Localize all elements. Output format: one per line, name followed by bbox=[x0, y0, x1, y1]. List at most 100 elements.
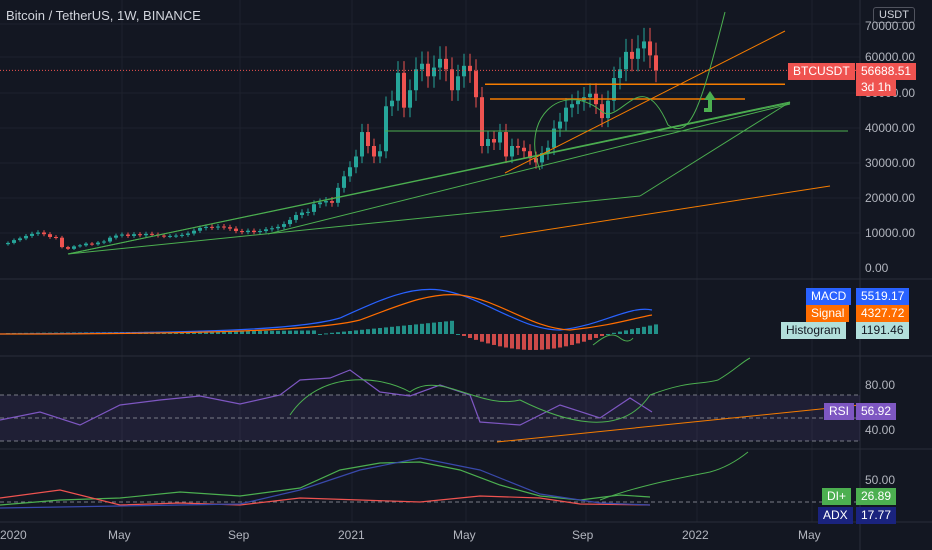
histogram-label: Histogram bbox=[781, 322, 846, 339]
price-tick: 40000.00 bbox=[865, 121, 916, 135]
dmi-tick: 50.00 bbox=[865, 473, 896, 487]
candle-body bbox=[450, 69, 454, 91]
candle-body bbox=[624, 51, 628, 70]
macd-histogram-bar bbox=[282, 330, 286, 334]
candle-body bbox=[114, 235, 118, 238]
macd-histogram-bar bbox=[336, 332, 340, 334]
macd-histogram-bar bbox=[642, 326, 646, 334]
candle-body bbox=[360, 132, 364, 157]
trend-line bbox=[499, 185, 831, 238]
macd-histogram-bar bbox=[600, 334, 604, 337]
countdown-tag: 3d 1h bbox=[856, 79, 897, 96]
price-tick: 30000.00 bbox=[865, 156, 916, 170]
candle-body bbox=[216, 226, 220, 228]
rsi-tick: 40.00 bbox=[865, 423, 896, 437]
price-tick: 20000.00 bbox=[865, 191, 916, 205]
rsi-label: RSI bbox=[824, 403, 855, 420]
di-minus-line bbox=[0, 489, 651, 506]
macd-histogram-bar bbox=[630, 329, 634, 334]
candle-body bbox=[174, 235, 178, 237]
macd-histogram-bar bbox=[558, 334, 562, 348]
projection-curve bbox=[534, 11, 726, 171]
price-symbol-tag: BTCUSDT bbox=[788, 63, 855, 80]
macd-histogram-bar bbox=[456, 334, 460, 335]
candle-body bbox=[462, 65, 466, 77]
candle-body bbox=[54, 236, 58, 238]
macd-histogram-bar bbox=[648, 325, 652, 334]
candle-body bbox=[108, 237, 112, 242]
macd-histogram-bar bbox=[372, 328, 376, 334]
macd-histogram-bar bbox=[252, 330, 256, 334]
candlestick-series bbox=[0, 27, 860, 250]
candle-body bbox=[630, 51, 634, 59]
macd-histogram-bar bbox=[276, 330, 280, 334]
time-tick: May bbox=[453, 528, 476, 542]
candle-body bbox=[426, 63, 430, 77]
macd-histogram-bar bbox=[636, 328, 640, 334]
candle-body bbox=[528, 151, 532, 159]
candle-body bbox=[546, 147, 550, 153]
macd-histogram-bar bbox=[504, 334, 508, 348]
rsi-drawing bbox=[289, 357, 751, 423]
candle-body bbox=[510, 146, 514, 157]
candle-body bbox=[438, 58, 442, 68]
candle-body bbox=[486, 139, 490, 146]
candle-body bbox=[420, 63, 424, 70]
candle-body bbox=[102, 241, 106, 243]
trend-line bbox=[67, 102, 791, 255]
macd-histogram-bar bbox=[240, 331, 244, 334]
candle-body bbox=[270, 228, 274, 230]
macd-histogram-bar bbox=[342, 331, 346, 334]
macd-histogram-bar bbox=[654, 324, 658, 334]
candle-body bbox=[348, 167, 352, 177]
macd-histogram-bar bbox=[468, 334, 472, 338]
candle-body bbox=[522, 147, 526, 152]
candle-body bbox=[372, 146, 376, 157]
macd-histogram-bar bbox=[528, 334, 532, 350]
candle-body bbox=[306, 211, 310, 213]
candle-body bbox=[240, 231, 244, 233]
di-plus-line bbox=[0, 461, 651, 506]
trend-line bbox=[639, 101, 791, 197]
macd-histogram-bar bbox=[228, 331, 232, 334]
macd-pane bbox=[0, 288, 658, 350]
macd-histogram-bar bbox=[414, 324, 418, 334]
macd-histogram-bar bbox=[396, 326, 400, 334]
macd-histogram-bar bbox=[378, 328, 382, 334]
macd-histogram-bar bbox=[582, 334, 586, 342]
macd-histogram-bar bbox=[270, 330, 274, 334]
candle-body bbox=[588, 93, 592, 98]
macd-histogram-bar bbox=[402, 325, 406, 334]
rsi-tick: 80.00 bbox=[865, 378, 896, 392]
trend-line bbox=[504, 30, 786, 174]
macd-histogram-bar bbox=[390, 326, 394, 334]
candle-body bbox=[318, 202, 322, 205]
adx-value: 17.77 bbox=[856, 507, 897, 524]
signal-label: Signal bbox=[806, 305, 850, 322]
macd-histogram-bar bbox=[426, 323, 430, 334]
candle-body bbox=[432, 67, 436, 77]
macd-histogram-bar bbox=[324, 333, 328, 335]
candle-body bbox=[618, 69, 622, 79]
macd-histogram-bar bbox=[474, 334, 478, 340]
time-tick: 2022 bbox=[682, 528, 709, 542]
time-tick: 2021 bbox=[338, 528, 365, 542]
macd-histogram-bar bbox=[330, 332, 334, 334]
candle-body bbox=[534, 158, 538, 163]
macd-histogram-bar bbox=[510, 334, 514, 349]
candle-body bbox=[336, 187, 340, 203]
candle-body bbox=[162, 235, 166, 237]
price-tick: 60000.00 bbox=[865, 50, 916, 64]
histogram-value: 1191.46 bbox=[856, 322, 909, 339]
macd-histogram-bar bbox=[258, 330, 262, 334]
di-plus-label: DI+ bbox=[822, 488, 852, 505]
up-arrow-icon bbox=[704, 91, 716, 112]
macd-histogram-bar bbox=[432, 322, 436, 334]
currency-button[interactable]: USDT bbox=[873, 7, 915, 23]
candle-body bbox=[498, 132, 502, 143]
candle-body bbox=[90, 243, 94, 245]
grid-lines bbox=[0, 0, 860, 522]
drawings bbox=[67, 11, 848, 255]
macd-histogram-bar bbox=[570, 334, 574, 345]
